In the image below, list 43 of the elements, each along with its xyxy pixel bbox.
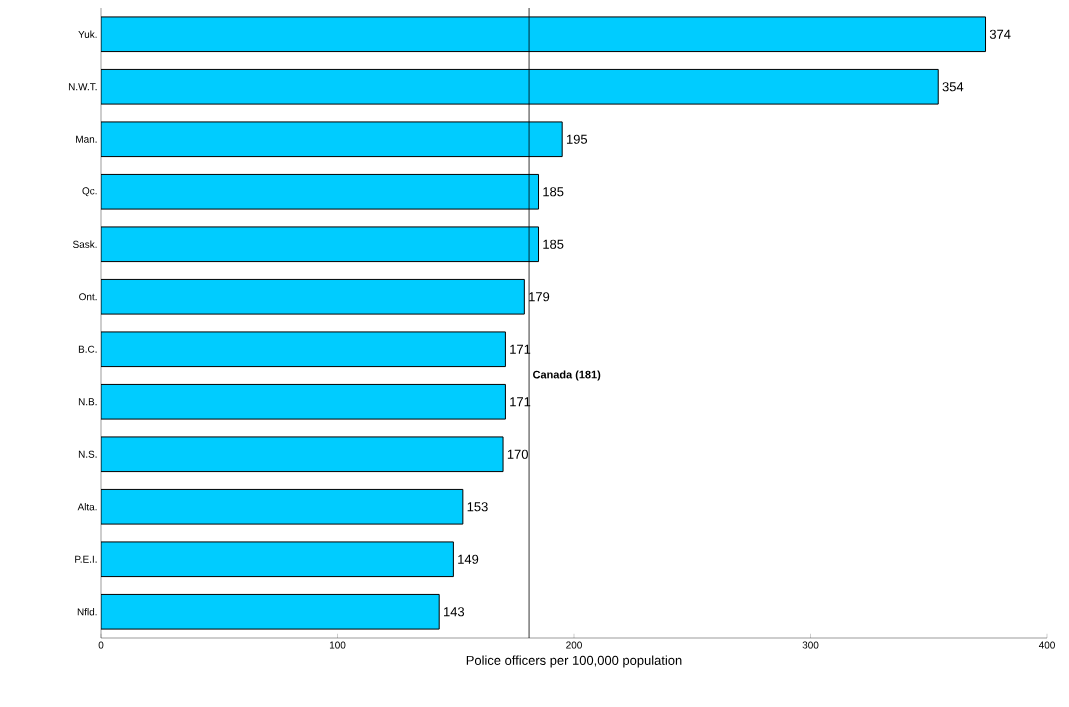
bar	[101, 226, 540, 263]
data-label: 153	[467, 502, 488, 512]
x-axis-title: Police officers per 100,000 population	[466, 655, 682, 668]
y-tick-label: B.C.	[78, 345, 97, 353]
data-label: 170	[507, 449, 528, 459]
bar	[101, 488, 464, 525]
y-tick-label: P.E.I.	[75, 555, 97, 563]
ref-line-label: Canada (181)	[533, 370, 601, 381]
bar	[101, 593, 440, 630]
y-tick-label: N.S.	[78, 450, 97, 458]
data-label: 143	[444, 607, 465, 617]
bar	[101, 121, 563, 158]
y-tick-label: N.W.T.	[68, 83, 97, 91]
data-label: 185	[543, 187, 564, 197]
x-tick-label: 400	[1038, 641, 1055, 649]
x-tick-label: 300	[802, 641, 819, 649]
y-tick-label: Yuk.	[78, 30, 97, 38]
y-tick-label: Sask.	[73, 240, 97, 248]
bar	[101, 331, 506, 368]
bar	[101, 383, 506, 420]
y-tick-label: Alta.	[77, 503, 97, 511]
y-tick-label: Man.	[76, 135, 97, 143]
data-label: 171	[510, 344, 531, 354]
data-label: 149	[458, 554, 479, 564]
bar	[101, 436, 504, 473]
bar	[101, 68, 939, 105]
data-label: 354	[942, 82, 964, 92]
data-label: 171	[510, 397, 531, 407]
bar	[101, 278, 525, 315]
x-tick-label: 100	[329, 641, 346, 649]
y-tick-label: Qc.	[82, 187, 97, 197]
x-tick-label: 200	[566, 641, 582, 649]
data-label: 185	[543, 239, 564, 249]
bar	[101, 173, 540, 210]
bar	[101, 541, 454, 578]
y-tick-label: N.B.	[78, 398, 97, 406]
data-label: 179	[529, 292, 550, 302]
data-label: 195	[566, 134, 588, 144]
bar	[101, 16, 987, 53]
x-tick-label: 0	[98, 641, 104, 649]
y-tick-label: Ont.	[79, 293, 97, 301]
y-tick-label: Nfld.	[77, 608, 97, 616]
data-label: 374	[989, 29, 1011, 39]
